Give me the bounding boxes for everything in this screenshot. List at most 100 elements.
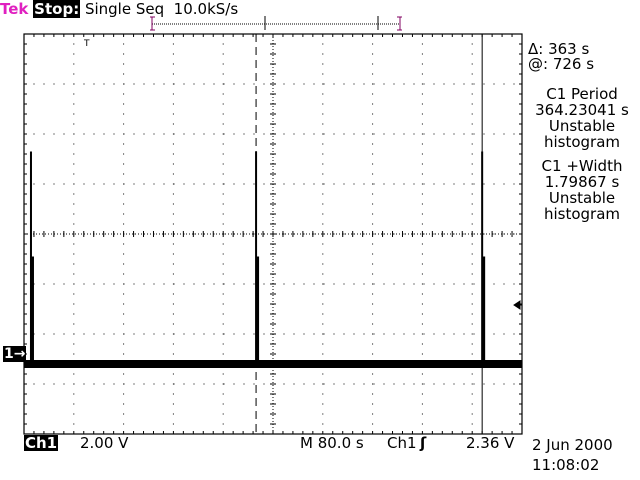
grid-dot: [433, 183, 435, 185]
grid-dot: [313, 133, 315, 135]
grid-dot: [223, 233, 225, 235]
grid-dot: [421, 73, 423, 75]
grid-dot: [322, 53, 324, 55]
grid-dot: [222, 373, 224, 375]
grid-dot: [73, 373, 75, 375]
grid-dot: [333, 83, 335, 85]
grid-dot: [322, 273, 324, 275]
grid-dot: [471, 73, 473, 75]
grid-dot: [93, 333, 95, 335]
grid-dot: [283, 133, 285, 135]
grid-dot: [283, 83, 285, 85]
grid-dot: [463, 233, 465, 235]
grid-dot: [163, 333, 165, 335]
grid-dot: [343, 233, 345, 235]
grid-dot: [293, 83, 295, 85]
grid-dot: [421, 263, 423, 265]
grid-dot: [172, 93, 174, 95]
grid-dot: [193, 233, 195, 235]
grid-dot: [322, 383, 324, 385]
trace-baseline: [24, 360, 522, 368]
grid-dot: [73, 403, 75, 405]
grid-dot: [53, 83, 55, 85]
grid-dot: [322, 93, 324, 95]
grid-dot: [73, 213, 75, 215]
measurement-period: C1 Period 364.23041 s Unstable histogram: [524, 86, 640, 150]
measurement-label: C1 +Width: [541, 157, 623, 175]
grid-dot: [283, 333, 285, 335]
grid-dot: [421, 193, 423, 195]
time: 11:08:02: [532, 456, 600, 474]
grid-dot: [322, 153, 324, 155]
grid-dot: [393, 283, 395, 285]
grid-dot: [113, 283, 115, 285]
grid-dot: [372, 213, 374, 215]
grid-dot: [63, 383, 65, 385]
grid-dot: [183, 83, 185, 85]
grid-dot: [372, 73, 374, 75]
record-window-bracket: [150, 16, 402, 31]
measurement-label: C1 Period: [546, 85, 618, 103]
grid-dot: [453, 133, 455, 135]
grid-dot: [353, 283, 355, 285]
grid-dot: [83, 333, 85, 335]
grid-dot: [183, 183, 185, 185]
channel1-ground-marker[interactable]: 1→: [3, 346, 27, 362]
grid-dot: [222, 263, 224, 265]
grid-dot: [372, 53, 374, 55]
grid-dot: [173, 383, 175, 385]
grid-dot: [143, 383, 145, 385]
grid-dot: [143, 333, 145, 335]
grid-dot: [153, 333, 155, 335]
grid-dot: [372, 183, 374, 185]
grid-dot: [73, 423, 75, 425]
grid-dot: [133, 133, 135, 135]
grid-dot: [243, 333, 245, 335]
volts-per-div: 2.00 V: [80, 434, 129, 452]
grid-dot: [322, 223, 324, 225]
grid-dot: [123, 173, 125, 175]
grid-dot: [303, 283, 305, 285]
grid-dot: [222, 193, 224, 195]
grid-dot: [433, 233, 435, 235]
grid-dot: [323, 333, 325, 335]
grid-dot: [73, 183, 75, 185]
grid-dot: [263, 83, 265, 85]
rising-edge-icon: ʃ: [420, 434, 427, 452]
grid-dot: [383, 83, 385, 85]
grid-dot: [293, 183, 295, 185]
grid-dot: [172, 103, 174, 105]
grid-dot: [183, 383, 185, 385]
grid-dot: [243, 83, 245, 85]
grid-dot: [471, 203, 473, 205]
grid-dot: [153, 183, 155, 185]
grid-dot: [73, 93, 75, 95]
grid-dot: [73, 43, 75, 45]
grid-dot: [73, 323, 75, 325]
grid-dot: [471, 93, 473, 95]
grid-dot: [353, 133, 355, 135]
grid-dot: [421, 353, 423, 355]
grid-dot: [333, 283, 335, 285]
grid-dot: [372, 43, 374, 45]
grid-dot: [33, 283, 35, 285]
grid-dot: [372, 373, 374, 375]
grid-dot: [53, 333, 55, 335]
grid-dot: [172, 333, 174, 335]
acquisition-mode: Single Seq: [84, 0, 165, 18]
grid-dot: [172, 203, 174, 205]
grid-dot: [222, 123, 224, 125]
grid-dot: [421, 343, 423, 345]
grid-dot: [453, 333, 455, 335]
grid-dot: [253, 333, 255, 335]
grid-dot: [322, 413, 324, 415]
grid-dot: [73, 123, 75, 125]
channel-label[interactable]: Ch1: [24, 434, 59, 452]
grid-dot: [473, 383, 475, 385]
grid-dot: [493, 233, 495, 235]
grid-dot: [172, 213, 174, 215]
grid-dot: [463, 183, 465, 185]
grid-dot: [222, 333, 224, 335]
grid-dot: [363, 283, 365, 285]
grid-dot: [323, 383, 325, 385]
